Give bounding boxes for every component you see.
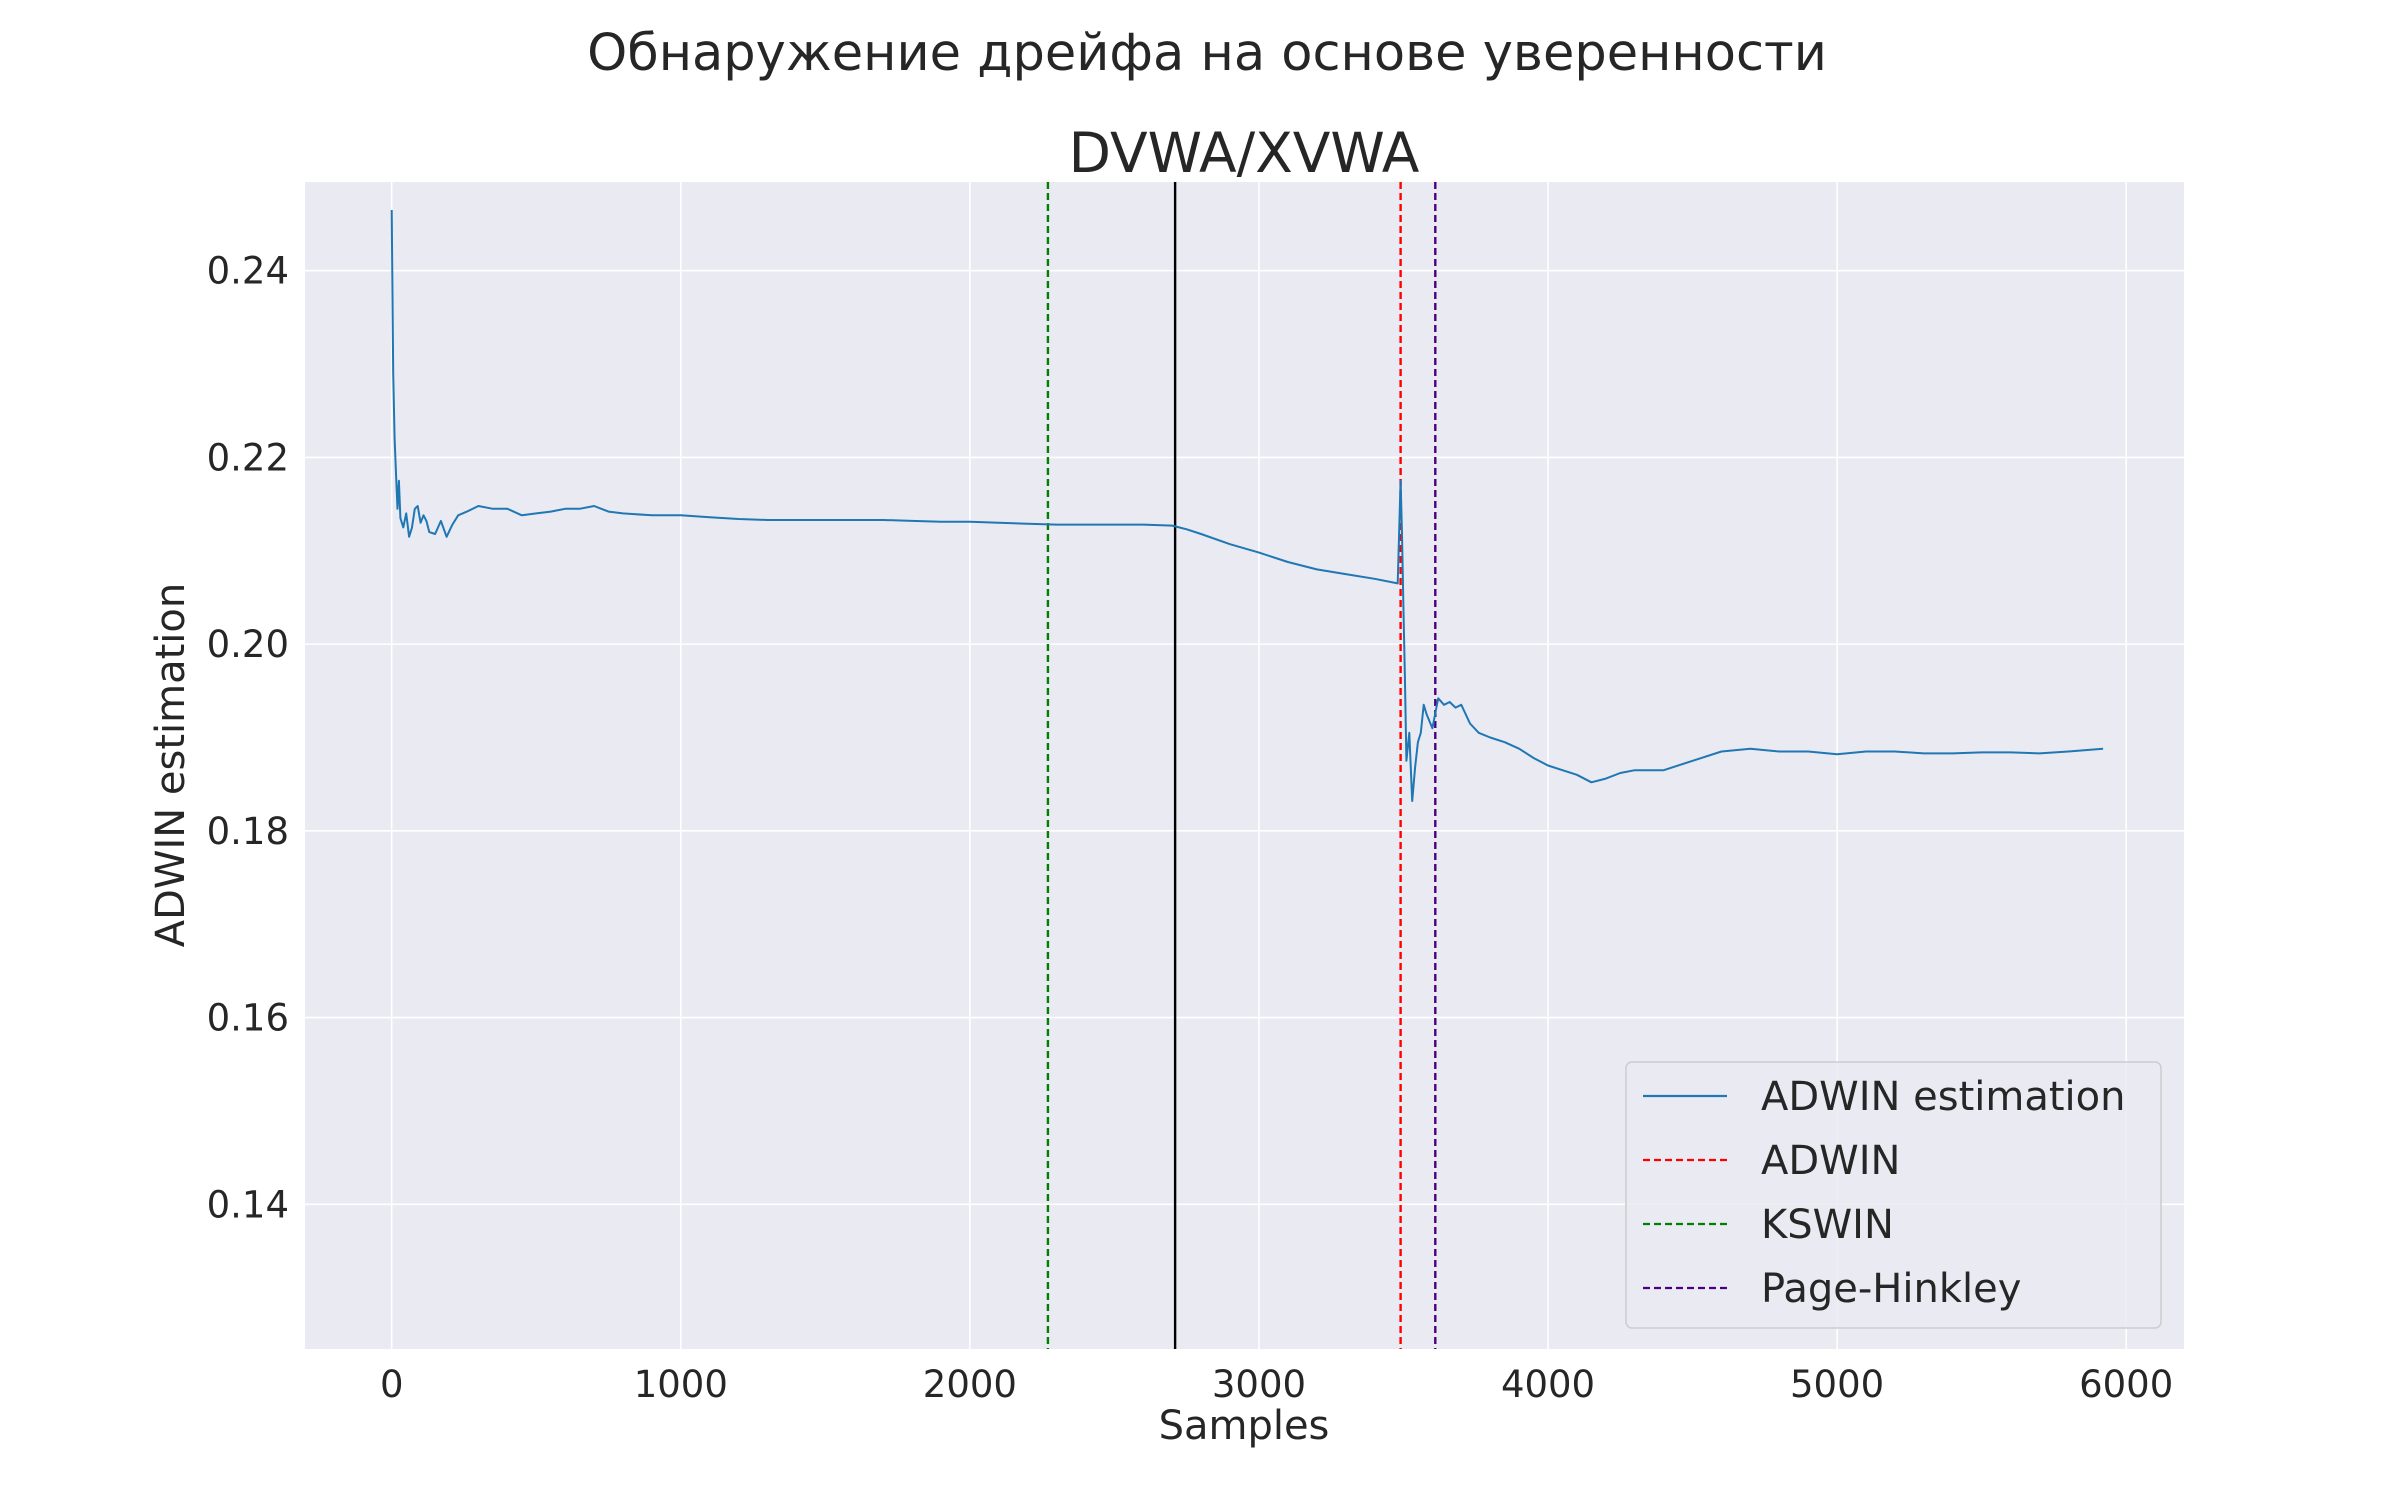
series-group <box>390 209 2104 802</box>
legend-label: ADWIN estimation <box>1761 1074 2126 1120</box>
y-tick-label: 0.20 <box>207 623 289 666</box>
legend: ADWIN estimation ADWIN KSWIN Page-Hinkley <box>1625 1061 2162 1329</box>
y-axis-label: ADWIN estimation <box>148 583 194 948</box>
x-tick-label: 5000 <box>1790 1363 1884 1406</box>
y-tick-label: 0.18 <box>207 810 289 853</box>
series-line-adwin-estimation <box>390 209 2104 802</box>
y-tick-label: 0.16 <box>207 997 289 1040</box>
drift-vlines <box>1046 182 1437 1349</box>
x-tick-label: 3000 <box>1212 1363 1306 1406</box>
legend-label: KSWIN <box>1761 1202 1894 1248</box>
legend-box <box>1625 1061 2162 1329</box>
y-tick-label: 0.14 <box>207 1183 289 1226</box>
x-tick-label: 4000 <box>1501 1363 1595 1406</box>
chart-title: DVWA/XVWA <box>1069 121 1420 185</box>
x-tick-labels: 0 1000 2000 3000 4000 5000 6000 <box>380 1363 2173 1406</box>
x-tick-label: 1000 <box>634 1363 728 1406</box>
y-tick-label: 0.22 <box>207 436 289 479</box>
y-tick-label: 0.24 <box>207 250 289 293</box>
x-axis-label: Samples <box>1159 1403 1330 1449</box>
figure-suptitle: Обнаружение дрейфа на основе уверенности <box>587 24 1827 83</box>
x-tick-label: 2000 <box>923 1363 1017 1406</box>
y-tick-labels: 0.14 0.16 0.18 0.20 0.22 0.24 <box>207 250 289 1227</box>
grid-y <box>305 269 2184 1206</box>
x-tick-label: 6000 <box>2079 1363 2173 1406</box>
legend-label: ADWIN <box>1761 1138 1900 1184</box>
legend-label: Page-Hinkley <box>1761 1266 2021 1312</box>
x-tick-label: 0 <box>380 1363 404 1406</box>
